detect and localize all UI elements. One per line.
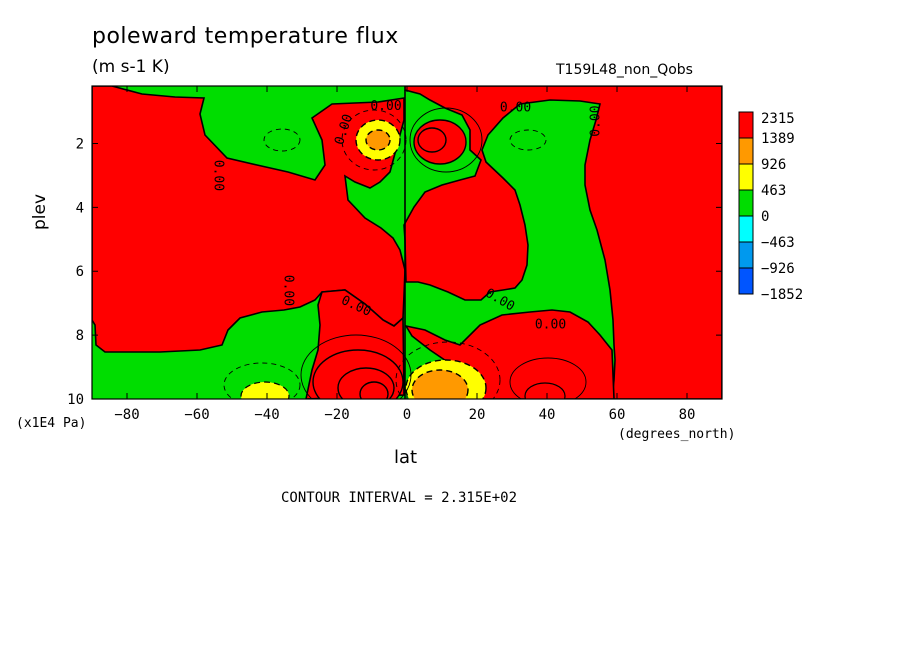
contour-label: 0.00 [589,105,604,136]
colorbar-swatch [738,189,754,217]
x-axis-unit: (degrees_north) [618,427,736,442]
contour-line [509,129,547,151]
colorbar-swatch [738,241,754,269]
x-tick-label: −60 [184,407,209,423]
contour-label: 0.00 [281,275,296,306]
y-tick-label: 4 [76,200,84,216]
contour-label: 0.00 [500,101,531,116]
filled-contours [92,86,722,399]
x-tick-label: 80 [679,407,696,423]
x-tick-label: 0 [403,407,411,423]
contour-line [409,107,483,173]
y-axis-ticks: 2 4 6 8 10 [67,136,722,408]
colorbar-label: 926 [761,157,786,173]
colorbar-swatch [738,267,754,295]
contour-line [263,128,301,152]
region-red-south [359,381,389,399]
contour-lines [223,90,587,399]
chart-units: (m s-1 K) [92,57,170,77]
y-tick-label: 6 [76,264,84,280]
contour-line [341,109,407,171]
colorbar-label: 1389 [761,131,795,147]
y-tick-label: 8 [76,328,84,344]
x-tick-label: 20 [469,407,486,423]
contour-line [223,362,301,399]
colorbar-label: 463 [761,183,786,199]
colorbar-swatch [738,111,754,139]
region-green-west [92,86,406,353]
colorbar-label: 0 [761,209,769,225]
y-tick-label: 10 [67,392,84,408]
y-tick-label: 2 [76,136,84,152]
x-tick-label: 60 [609,407,626,423]
x-tick-label: −20 [324,407,349,423]
region-midblue-west [240,381,290,399]
colorbar-swatch [738,137,754,165]
colorbar-label: −926 [761,261,795,277]
x-axis-ticks: −80 −60 −40 −20 0 20 40 60 80 [114,86,695,423]
chart-title: poleward temperature flux [92,24,399,49]
contour-label: 0.00 [535,318,566,333]
region-blue-north [411,369,469,399]
colorbar-label: −463 [761,235,795,251]
colorbar-label: 2315 [761,111,795,127]
contour-label: 0.00 [370,99,401,114]
region-blue-upper [365,129,391,151]
region-yellow-east [524,382,566,399]
y-axis-unit: (x1E4 Pa) [16,416,87,431]
x-axis-label: lat [394,447,418,468]
contour-line [395,341,501,399]
region-green-east [403,86,722,399]
contour-label: 0.00 [211,160,226,191]
colorbar-swatch [738,163,754,191]
contour-line [509,357,587,399]
colorbar-swatch [738,215,754,243]
x-tick-label: 40 [539,407,556,423]
contour-interval-label: CONTOUR INTERVAL = 2.315E+02 [281,490,518,506]
x-tick-label: −40 [254,407,279,423]
colorbar-label: −1852 [761,287,803,303]
run-label: T159L48_non_Qobs [556,62,693,78]
colorbar: 2315 1389 926 463 0 −463 −926 −1852 [738,111,803,303]
x-tick-label: −80 [114,407,139,423]
region-orange-upper [417,127,447,153]
contour-line [300,334,412,399]
